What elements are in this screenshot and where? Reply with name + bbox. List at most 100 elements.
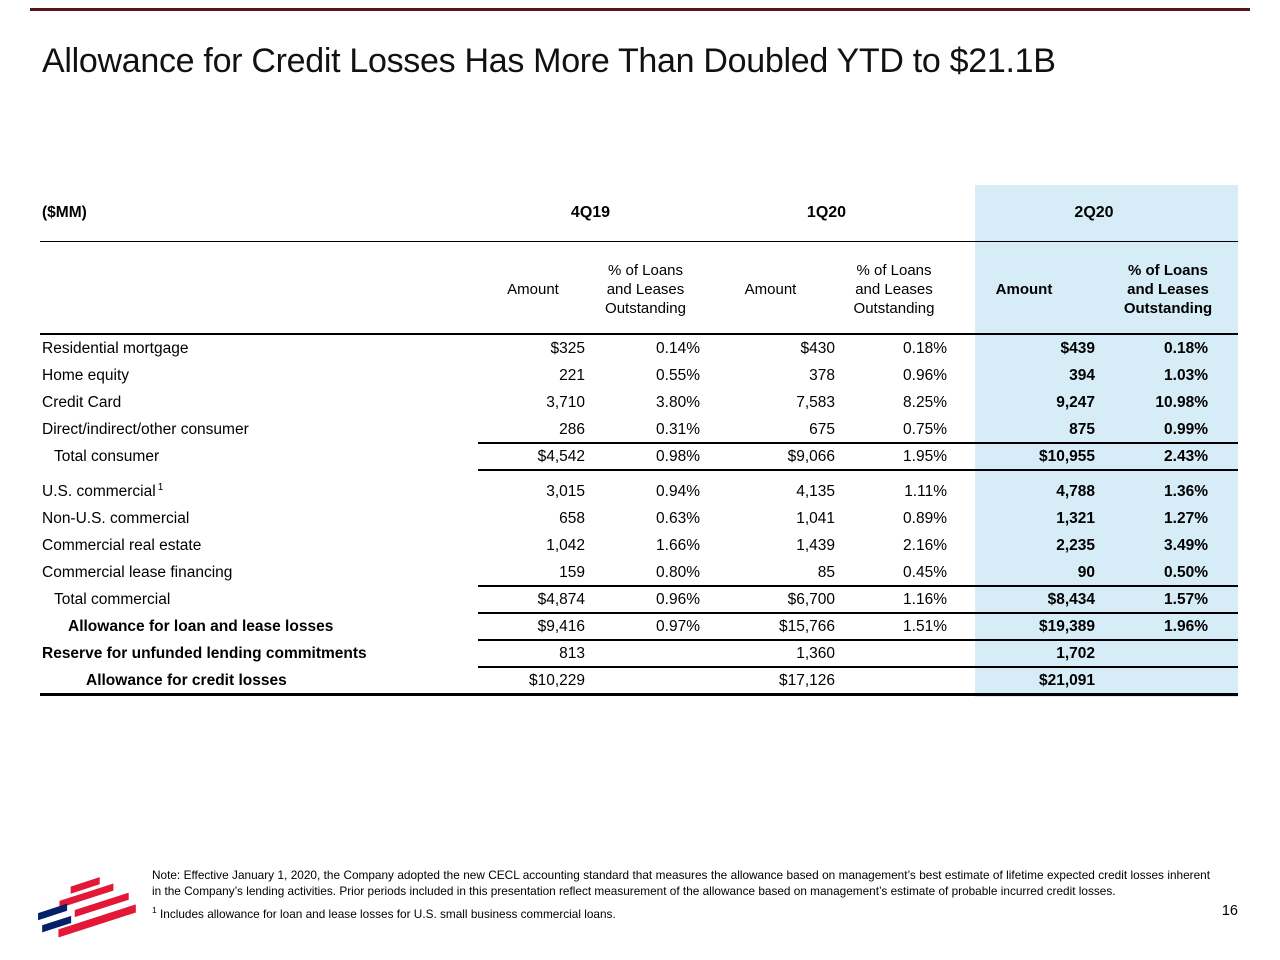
- cell-2q20-amount: 4,788: [1056, 482, 1095, 500]
- period-header-1q20: 1Q20: [806, 204, 847, 221]
- row-label-superscript: 1: [157, 481, 164, 493]
- row-label: Residential mortgage: [42, 339, 189, 357]
- cell-4q19-pct: 0.63%: [656, 509, 700, 527]
- cell-1q20-amount: $15,766: [778, 617, 835, 635]
- logo-stripe-blue-1: [38, 903, 68, 921]
- subheader-2q20-amount: Amount: [995, 281, 1053, 298]
- row-label: Direct/indirect/other consumer: [42, 420, 249, 438]
- cell-1q20-amount: $6,700: [787, 590, 835, 608]
- row-label: Commercial real estate: [42, 536, 202, 554]
- cell-1q20-pct: 0.75%: [903, 420, 947, 438]
- table-row: Direct/indirect/other consumer 286 0.31% 67…: [40, 416, 1238, 444]
- cell-2q20-amount: $21,091: [1038, 671, 1095, 689]
- table-row: U.S. commercial 1 3,015 0.94% 4,135 1.11% 4,78…: [40, 478, 1238, 505]
- cell-4q19-pct: 0.94%: [656, 482, 700, 500]
- table-body: Residential mortgage $325 0.14% $430 0.18% $4…: [40, 335, 1238, 696]
- cell-1q20-pct: 0.96%: [903, 366, 947, 384]
- row-label: Total consumer: [54, 447, 160, 465]
- cell-2q20-pct: 1.96%: [1164, 617, 1208, 635]
- logo-stripe-blue-2: [42, 915, 72, 933]
- cell-2q20-amount: 2,235: [1056, 536, 1095, 554]
- table-row: Reserve for unfunded lending commitments…: [40, 640, 1238, 668]
- cell-4q19-amount: 1,042: [546, 536, 585, 554]
- cell-4q19-amount: 813: [559, 644, 585, 662]
- cell-2q20-amount: 1,321: [1056, 509, 1095, 527]
- cell-1q20-amount: 1,439: [796, 536, 835, 554]
- table-period-header-row: ($MM) 4Q19 1Q20 2Q20: [40, 185, 1238, 242]
- row-label: Non-U.S. commercial: [42, 509, 190, 527]
- table-row: Total commercial $4,874 0.96% $6,700 1.16% $8…: [40, 586, 1238, 614]
- cell-1q20-amount: $430: [800, 339, 835, 357]
- cell-2q20-pct: 1.27%: [1164, 509, 1208, 527]
- cell-4q19-pct: 0.80%: [656, 563, 700, 581]
- cell-1q20-amount: $17,126: [778, 671, 835, 689]
- logo-stripe-red-4: [58, 904, 136, 938]
- cell-2q20-pct: 10.98%: [1155, 393, 1208, 411]
- period-header-4q19: 4Q19: [570, 204, 611, 221]
- cell-1q20-amount: 4,135: [796, 482, 835, 500]
- cell-2q20-pct: 1.36%: [1164, 482, 1208, 500]
- footer-notes: Note: Effective January 1, 2020, the Com…: [152, 868, 1210, 922]
- logo-stripe-red-1: [70, 877, 100, 894]
- cell-4q19-amount: $4,542: [537, 447, 585, 465]
- cell-2q20-amount: 90: [1077, 563, 1095, 581]
- cell-2q20-amount: 1,702: [1056, 644, 1095, 662]
- cell-4q19-amount: 286: [559, 420, 585, 438]
- cell-2q20-amount: 394: [1069, 366, 1095, 384]
- cell-4q19-amount: $325: [550, 339, 585, 357]
- allowance-table: ($MM) 4Q19 1Q20 2Q20 Amount % of Loans a…: [40, 185, 1238, 697]
- subheader-1q20-amount: Amount: [744, 281, 797, 298]
- table-row: Total consumer $4,542 0.98% $9,066 1.95% $10,…: [40, 443, 1238, 471]
- period-header-2q20: 2Q20: [1074, 204, 1114, 221]
- cell-4q19-amount: 3,710: [546, 393, 585, 411]
- table-row: Allowance for credit losses $10,229 $17,12…: [40, 667, 1238, 696]
- cell-1q20-pct: 1.95%: [903, 447, 947, 465]
- cell-4q19-amount: 658: [559, 509, 585, 527]
- cell-4q19-amount: 221: [559, 366, 585, 384]
- subheader-2q20-pct: % of Loans and Leases Outstanding: [1123, 262, 1213, 317]
- cell-4q19-amount: $4,874: [537, 590, 585, 608]
- cell-4q19-pct: 0.55%: [656, 366, 700, 384]
- page-number: 16: [1221, 903, 1238, 919]
- cell-4q19-pct: 1.66%: [656, 536, 700, 554]
- cecl-note: Note: Effective January 1, 2020, the Com…: [152, 868, 1210, 898]
- cell-2q20-amount: $8,434: [1047, 590, 1095, 608]
- cell-1q20-amount: 7,583: [796, 393, 835, 411]
- logo-stripe-red-3: [74, 892, 129, 918]
- subheader-1q20-pct: % of Loans and Leases Outstanding: [853, 262, 935, 317]
- cell-1q20-amount: 378: [809, 366, 835, 384]
- table-row: Allowance for loan and lease losses $9,41…: [40, 613, 1238, 641]
- footnote-1: 1 Includes allowance for loan and lease …: [152, 903, 1210, 923]
- cell-4q19-amount: 159: [559, 563, 585, 581]
- cell-1q20-pct: 8.25%: [903, 393, 947, 411]
- subheader-4q19-amount: Amount: [507, 281, 559, 298]
- cell-2q20-amount: $10,955: [1038, 447, 1095, 465]
- cell-4q19-amount: $9,416: [537, 617, 585, 635]
- cell-1q20-pct: 0.18%: [903, 339, 947, 357]
- cell-4q19-amount: 3,015: [546, 482, 585, 500]
- cell-1q20-pct: 1.16%: [903, 590, 947, 608]
- table-subheader-row: Amount % of Loans and Leases Outstanding…: [40, 242, 1238, 335]
- cell-4q19-pct: 0.14%: [656, 339, 700, 357]
- cell-1q20-amount: $9,066: [787, 447, 835, 465]
- slide-title: Allowance for Credit Losses Has More Tha…: [42, 42, 1056, 80]
- cell-1q20-pct: 1.51%: [903, 617, 947, 635]
- cell-1q20-pct: 0.89%: [903, 509, 947, 527]
- cell-4q19-pct: 0.98%: [656, 447, 700, 465]
- cell-4q19-pct: 0.31%: [656, 420, 700, 438]
- cell-1q20-pct: 1.11%: [904, 482, 947, 500]
- row-label: Allowance for loan and lease losses: [68, 617, 334, 635]
- cell-2q20-pct: 3.49%: [1164, 536, 1208, 554]
- cell-1q20-pct: 0.45%: [903, 563, 947, 581]
- cell-1q20-amount: 1,041: [796, 509, 835, 527]
- cell-1q20-pct: 2.16%: [903, 536, 947, 554]
- table-row: Credit Card 3,710 3.80% 7,583 8.25% 9,247 10.9…: [40, 389, 1238, 416]
- row-label: Total commercial: [54, 590, 171, 608]
- cell-2q20-pct: 1.57%: [1164, 590, 1208, 608]
- cell-2q20-amount: 875: [1069, 420, 1095, 438]
- cell-4q19-pct: 0.97%: [656, 617, 700, 635]
- cell-2q20-amount: $19,389: [1038, 617, 1095, 635]
- cell-2q20-pct: 0.99%: [1164, 420, 1208, 438]
- logo-stripe-red-2: [59, 883, 114, 908]
